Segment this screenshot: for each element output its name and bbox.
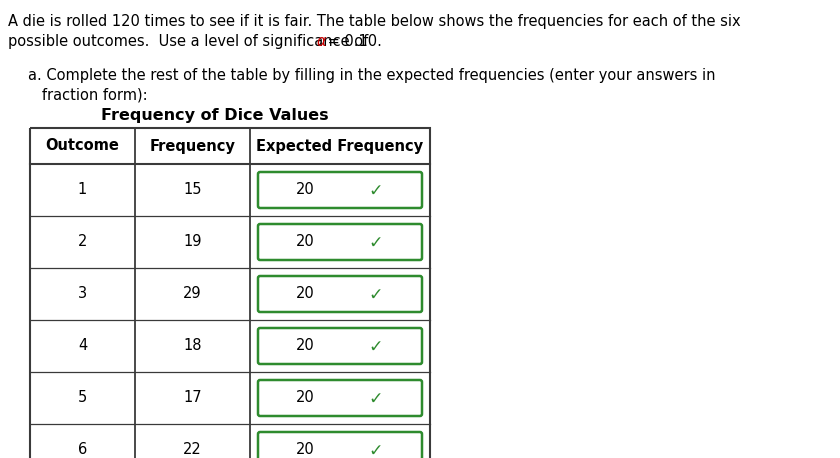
Text: ✓: ✓ <box>368 390 382 408</box>
FancyBboxPatch shape <box>258 328 422 364</box>
Text: 20: 20 <box>296 234 314 250</box>
Text: fraction form):: fraction form): <box>28 88 148 103</box>
Text: 4: 4 <box>78 338 87 354</box>
Text: ✓: ✓ <box>368 338 382 356</box>
Text: 20: 20 <box>296 182 314 197</box>
Text: ✓: ✓ <box>368 234 382 252</box>
Text: 3: 3 <box>78 287 87 301</box>
Text: 20: 20 <box>296 287 314 301</box>
FancyBboxPatch shape <box>258 172 422 208</box>
Text: 6: 6 <box>78 442 87 458</box>
Text: 18: 18 <box>183 338 202 354</box>
Text: 1: 1 <box>78 182 87 197</box>
Text: ✓: ✓ <box>368 286 382 304</box>
Text: 20: 20 <box>296 442 314 458</box>
Text: α: α <box>317 34 326 49</box>
FancyBboxPatch shape <box>258 380 422 416</box>
Text: Frequency: Frequency <box>150 138 235 153</box>
Text: possible outcomes.  Use a level of significance of: possible outcomes. Use a level of signif… <box>8 34 373 49</box>
Text: 22: 22 <box>183 442 202 458</box>
Text: 17: 17 <box>183 391 202 405</box>
Text: a. Complete the rest of the table by filling in the expected frequencies (enter : a. Complete the rest of the table by fil… <box>28 68 716 83</box>
Text: ✓: ✓ <box>368 182 382 200</box>
Text: ✓: ✓ <box>368 442 382 458</box>
Text: Outcome: Outcome <box>45 138 119 153</box>
FancyBboxPatch shape <box>258 276 422 312</box>
Text: 2: 2 <box>78 234 87 250</box>
Text: 19: 19 <box>183 234 202 250</box>
Text: = 0.10.: = 0.10. <box>323 34 381 49</box>
FancyBboxPatch shape <box>258 224 422 260</box>
Text: 20: 20 <box>296 338 314 354</box>
Text: Frequency of Dice Values: Frequency of Dice Values <box>101 108 328 123</box>
Text: Expected Frequency: Expected Frequency <box>256 138 423 153</box>
Text: 15: 15 <box>183 182 202 197</box>
Text: 5: 5 <box>78 391 87 405</box>
FancyBboxPatch shape <box>258 432 422 458</box>
Text: 29: 29 <box>183 287 202 301</box>
Bar <box>30 128 430 458</box>
Text: A die is rolled 120 times to see if it is fair. The table below shows the freque: A die is rolled 120 times to see if it i… <box>8 14 741 29</box>
Text: 20: 20 <box>296 391 314 405</box>
